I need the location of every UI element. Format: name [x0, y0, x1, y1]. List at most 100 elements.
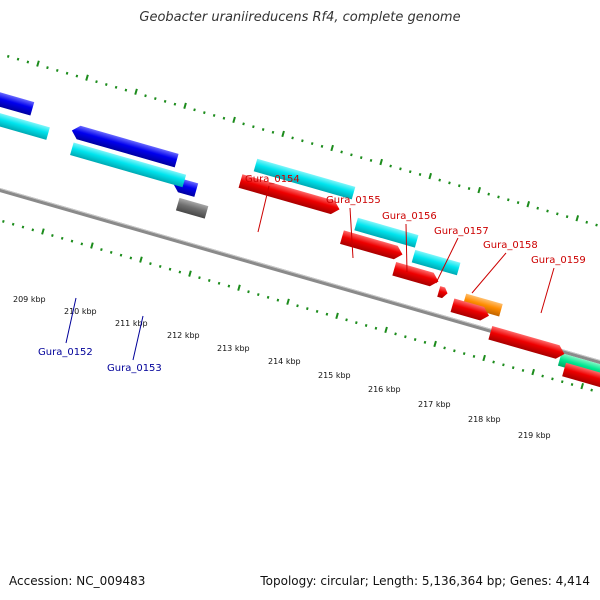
leader-gura-0155	[349, 207, 354, 259]
gene-gura-0152-reverse[interactable]	[70, 142, 187, 188]
map-title: Geobacter uraniireducens Rf4, complete g…	[139, 10, 461, 25]
upper-minor-tick	[418, 173, 422, 176]
upper-minor-tick	[408, 170, 412, 174]
upper-minor-tick	[16, 57, 20, 61]
upper-minor-tick	[26, 60, 30, 64]
leader-gura-0158	[471, 252, 507, 294]
upper-minor-tick	[212, 113, 216, 117]
lower-minor-tick	[315, 309, 319, 313]
lower-minor-tick	[560, 380, 564, 384]
cds-gura-0156[interactable]	[392, 262, 440, 288]
upper-minor-tick	[595, 223, 598, 227]
upper-minor-tick	[55, 68, 59, 72]
cds-gura-0157[interactable]	[437, 286, 449, 299]
lower-major-tick	[90, 242, 94, 249]
upper-minor-tick	[124, 88, 128, 92]
gene-gura-0158-forward[interactable]	[462, 293, 503, 317]
upper-minor-tick	[271, 130, 275, 134]
lower-major-tick	[188, 270, 192, 277]
label-gura-0154[interactable]: Gura_0154	[245, 174, 300, 185]
gene-gura-0154-forward[interactable]	[253, 158, 356, 200]
upper-minor-tick	[95, 80, 98, 84]
cds-reverse-left-edge[interactable]	[0, 82, 35, 116]
lower-minor-tick	[276, 298, 280, 302]
upper-major-tick	[85, 74, 89, 81]
lower-minor-tick	[521, 368, 525, 372]
cds-gura-0159[interactable]	[488, 326, 566, 361]
lower-major-tick	[433, 340, 437, 348]
reverse-gene-labels: Gura_0152 Gura_0153	[38, 297, 162, 374]
leader-gura-0159	[540, 267, 555, 314]
upper-major-tick	[477, 186, 482, 194]
lower-minor-tick	[551, 377, 554, 381]
label-gura-0158[interactable]: Gura_0158	[483, 240, 538, 251]
label-gura-0156[interactable]: Gura_0156	[382, 211, 437, 222]
upper-minor-tick	[516, 201, 520, 205]
scale-label-214: 214 kbp	[268, 357, 301, 366]
label-gura-0159[interactable]: Gura_0159	[531, 255, 586, 266]
leader-gura-0156	[405, 223, 408, 273]
lower-major-tick	[139, 256, 143, 263]
lower-minor-tick	[511, 366, 515, 370]
lower-minor-tick	[217, 281, 221, 285]
lower-minor-tick	[355, 321, 358, 325]
upper-minor-tick	[320, 144, 324, 148]
lower-major-tick	[41, 228, 45, 235]
lower-minor-tick	[541, 374, 544, 378]
scale-label-213: 213 kbp	[217, 344, 250, 353]
upper-minor-tick	[350, 153, 353, 157]
lower-major-tick	[482, 354, 486, 362]
gene-reverse-left-edge[interactable]	[0, 102, 50, 140]
lower-minor-tick	[129, 256, 133, 260]
lower-minor-tick	[462, 352, 466, 356]
upper-minor-tick	[173, 102, 177, 106]
lower-minor-tick	[374, 326, 378, 330]
forward-gene-labels: Gura_0154 Gura_0155 Gura_0156 Gura_0157 …	[245, 174, 586, 314]
cds-gura-0154[interactable]	[238, 174, 342, 216]
upper-major-tick	[575, 215, 580, 222]
scale-label-210: 210 kbp	[64, 307, 97, 316]
cds-forward-right-edge[interactable]	[562, 362, 600, 402]
lower-minor-tick	[306, 307, 309, 311]
gene-forward-right-edge[interactable]	[557, 353, 600, 399]
lower-minor-tick	[119, 253, 123, 257]
lower-minor-tick	[158, 264, 162, 268]
lower-minor-tick	[266, 295, 270, 299]
upper-major-tick	[281, 130, 285, 138]
lower-minor-tick	[149, 262, 152, 266]
lower-minor-tick	[168, 267, 172, 271]
gene-gura-0153-reverse[interactable]	[175, 197, 209, 219]
gene-gura-0156-forward[interactable]	[411, 249, 461, 276]
lower-minor-tick	[80, 242, 84, 246]
leader-gura-0152	[65, 297, 77, 344]
gene-gura-0155-forward[interactable]	[354, 217, 419, 248]
upper-minor-tick	[399, 167, 402, 171]
upper-minor-tick	[6, 54, 10, 58]
scale-label-217: 217 kbp	[418, 400, 451, 409]
upper-minor-tick	[448, 181, 451, 185]
upper-minor-tick	[75, 74, 79, 78]
lower-minor-tick	[404, 335, 407, 339]
upper-minor-tick	[291, 136, 294, 140]
cds-gura-0158[interactable]	[450, 298, 491, 322]
cds-gura-0155[interactable]	[340, 230, 404, 261]
label-gura-0155[interactable]: Gura_0155	[326, 195, 381, 206]
upper-major-tick	[134, 88, 138, 95]
cds-gura-0152[interactable]	[70, 124, 179, 168]
upper-minor-tick	[261, 128, 265, 131]
label-gura-0153[interactable]: Gura_0153	[107, 363, 162, 374]
upper-minor-tick	[457, 184, 461, 188]
upper-minor-tick	[163, 99, 167, 103]
upper-minor-tick	[506, 198, 510, 202]
accession-text: Accession: NC_009483	[9, 574, 146, 588]
label-gura-0157[interactable]: Gura_0157	[434, 226, 489, 237]
lower-major-tick	[237, 284, 241, 291]
upper-minor-tick	[144, 94, 147, 98]
lower-minor-tick	[296, 304, 299, 308]
lower-minor-tick	[247, 290, 250, 294]
lower-minor-tick	[11, 222, 15, 226]
label-gura-0152[interactable]: Gura_0152	[38, 347, 93, 358]
lower-minor-tick	[413, 338, 417, 342]
